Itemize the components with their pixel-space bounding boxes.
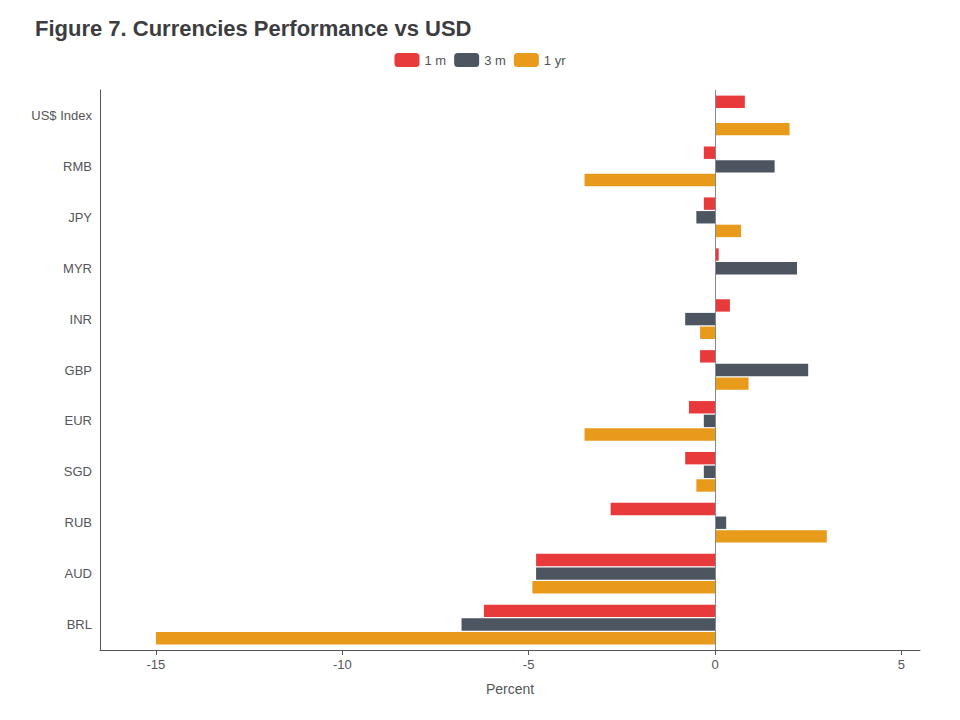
svg-text:US$ Index: US$ Index — [31, 108, 92, 123]
svg-text:1 m: 1 m — [424, 53, 446, 68]
svg-text:Percent: Percent — [486, 681, 534, 697]
svg-text:BRL: BRL — [67, 617, 92, 632]
svg-text:-5: -5 — [523, 657, 535, 672]
svg-text:AUD: AUD — [65, 566, 92, 581]
svg-text:JPY: JPY — [68, 210, 92, 225]
svg-text:INR: INR — [70, 312, 92, 327]
svg-text:5: 5 — [898, 657, 905, 672]
svg-text:-10: -10 — [333, 657, 352, 672]
svg-text:1 yr: 1 yr — [544, 53, 566, 68]
svg-text:MYR: MYR — [63, 261, 92, 276]
svg-text:-15: -15 — [147, 657, 166, 672]
svg-text:EUR: EUR — [65, 413, 92, 428]
svg-text:0: 0 — [711, 657, 718, 672]
svg-text:GBP: GBP — [65, 363, 92, 378]
svg-text:RUB: RUB — [65, 515, 92, 530]
svg-text:RMB: RMB — [63, 159, 92, 174]
svg-text:SGD: SGD — [64, 464, 92, 479]
svg-text:Figure 7. Currencies Performan: Figure 7. Currencies Performance vs USD — [35, 16, 472, 41]
svg-text:3 m: 3 m — [484, 53, 506, 68]
